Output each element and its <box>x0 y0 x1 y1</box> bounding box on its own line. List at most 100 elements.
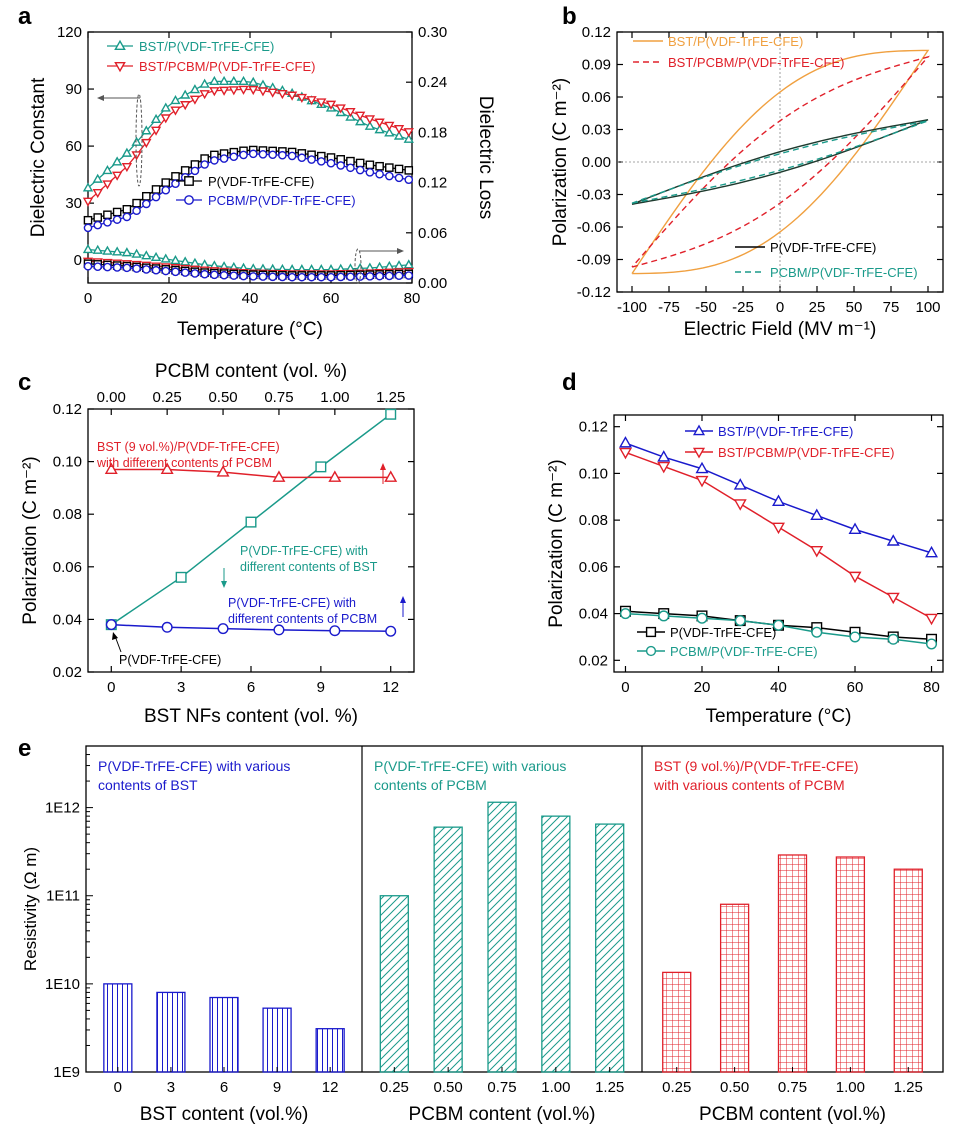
data-point <box>180 268 190 277</box>
data-point <box>161 185 171 195</box>
legend-marker <box>184 176 194 186</box>
data-point <box>365 168 375 177</box>
data-point <box>375 161 384 171</box>
data-point <box>112 156 123 166</box>
x-tick-label: 25 <box>809 299 826 316</box>
data-point <box>733 478 747 490</box>
bar <box>433 826 463 1073</box>
data-point <box>810 508 824 521</box>
y-tick-label: 0.06 <box>582 89 611 106</box>
x-tick-label: 12 <box>382 679 399 696</box>
y-axis-title: Polarization (C m⁻²) <box>20 456 41 624</box>
red-arrowhead <box>380 463 386 470</box>
panel-letter-a: a <box>18 3 32 30</box>
data-point <box>160 114 171 124</box>
data-point <box>238 75 249 86</box>
data-point <box>170 95 181 105</box>
bar <box>315 1028 345 1073</box>
data-point <box>733 499 747 511</box>
x2-tick-label: 0.25 <box>153 389 182 406</box>
x-tick-label: -75 <box>658 299 680 316</box>
y-tick-label: 1E9 <box>53 1064 80 1081</box>
data-point <box>618 436 632 448</box>
data-point <box>403 259 414 269</box>
data-point <box>335 104 346 114</box>
data-point <box>364 120 376 130</box>
bar <box>893 868 923 1073</box>
data-point <box>132 198 141 208</box>
y-tick-label: 0.03 <box>582 122 611 139</box>
data-point <box>180 166 190 175</box>
y-tick-label: 0.02 <box>579 652 608 669</box>
legend-marker <box>692 424 706 436</box>
x-axis-title: BST NFs content (vol. %) <box>144 706 358 727</box>
data-point <box>103 218 112 227</box>
data-point <box>248 76 259 86</box>
data-point <box>385 625 397 637</box>
data-point <box>618 447 632 460</box>
data-point <box>404 166 414 175</box>
data-point <box>695 461 709 474</box>
group-x-axis-title: PCBM content (vol.%) <box>409 1104 596 1125</box>
y2-tick-label: 0.06 <box>418 225 447 242</box>
x-tick-label: 0.50 <box>434 1079 463 1096</box>
x-axis-title: Electric Field (MV m⁻¹) <box>684 319 877 340</box>
bar-group-0: P(VDF-TrFE-CFE) with various contents of … <box>98 758 345 1125</box>
legend-label: BST/P(VDF-TrFE-CFE) <box>718 424 853 439</box>
data-point <box>385 171 394 181</box>
chart-b: -100 -75 -50 -25 0 25 50 75 100 -0.12 -0.09 -0.06 -0… <box>550 24 944 340</box>
data-point <box>238 85 249 95</box>
data-point <box>150 126 162 136</box>
data-point <box>189 257 201 267</box>
annotation-black: P(VDF-TrFE-CFE) <box>119 653 221 667</box>
data-point <box>161 621 173 633</box>
data-point <box>267 88 278 98</box>
data-point <box>189 95 201 105</box>
chart-d: 0 20 40 60 80 0.02 0.04 0.06 0.08 0.10 0.12 Tempera… <box>546 414 944 727</box>
data-point <box>315 461 327 473</box>
data-point <box>92 244 103 254</box>
x-tick-label: 1.25 <box>595 1079 624 1096</box>
data-point <box>82 243 94 254</box>
y-tick-label: 0.06 <box>579 559 608 576</box>
legend-label: P(VDF-TrFE-CFE) <box>670 625 776 640</box>
data-point <box>384 260 395 271</box>
data-point <box>239 150 248 160</box>
x-tick-label: 50 <box>846 299 863 316</box>
data-point <box>257 79 269 89</box>
data-point <box>209 87 220 97</box>
x-tick-label: -100 <box>617 299 647 316</box>
series-1 <box>104 462 398 482</box>
data-point <box>190 166 200 176</box>
data-point <box>150 251 162 262</box>
series-3 <box>83 149 414 233</box>
y-axis-title: Polarization (C m⁻²) <box>546 459 567 627</box>
chart-e: 1E9 1E10 1E11 1E12 Resistivity (Ω m) P(VDF-Tr… <box>21 745 944 1125</box>
data-point <box>811 626 823 638</box>
y-tick-label: 0.04 <box>53 611 82 628</box>
data-point <box>245 516 257 528</box>
data-point <box>329 625 341 637</box>
data-point <box>393 260 405 270</box>
legend-label: PCBM/P(VDF-TrFE-CFE) <box>670 644 818 659</box>
data-point <box>142 199 151 209</box>
hysteresis-loop <box>631 120 929 204</box>
data-point <box>393 124 405 135</box>
data-point <box>325 100 337 110</box>
data-point <box>385 271 394 281</box>
data-point <box>83 261 93 271</box>
x-tick-label: 60 <box>323 290 340 307</box>
data-point <box>365 160 375 170</box>
right-axis-arrowhead <box>397 248 404 254</box>
data-point <box>849 631 861 643</box>
legend-label: P(VDF-TrFE-CFE) <box>770 240 876 255</box>
y2-axis-title: Dielectric Loss <box>475 96 496 220</box>
data-point <box>886 592 900 605</box>
data-point <box>326 272 336 282</box>
y-axis-title: Polarization (C m⁻²) <box>550 78 571 246</box>
annotation-teal-1: P(VDF-TrFE-CFE) with <box>240 544 368 558</box>
data-point <box>772 494 785 506</box>
data-point <box>286 91 298 101</box>
bar <box>379 895 409 1073</box>
